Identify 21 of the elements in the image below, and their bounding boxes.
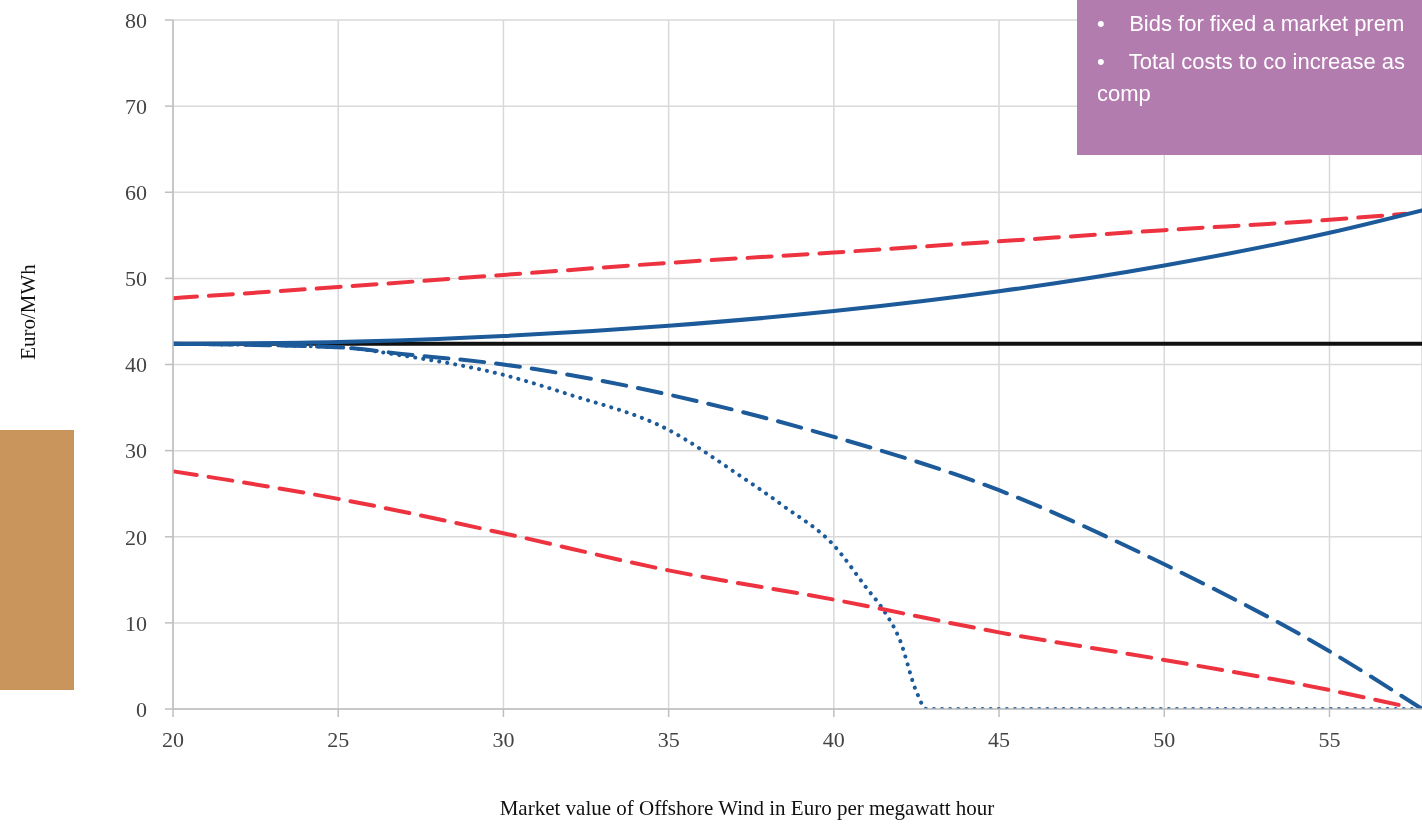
- x-tick-label: 20: [162, 726, 184, 752]
- y-tick-label: 50: [125, 266, 147, 292]
- x-tick-label: 40: [822, 726, 845, 752]
- x-axis-title: Market value of Offshore Wind in Euro per megawatt hour: [499, 795, 995, 821]
- y-tick-label: 30: [125, 438, 147, 464]
- x-tick-label: 55: [1318, 726, 1341, 752]
- y-tick-label: 0: [136, 696, 147, 722]
- x-tick-label: 50: [1153, 726, 1176, 752]
- y-axis-title: Euro/MWh: [15, 264, 41, 360]
- y-tick-label: 80: [125, 7, 147, 33]
- x-tick-label: 35: [657, 726, 680, 752]
- y-tick-label: 40: [125, 352, 147, 378]
- annotation: • Bids for fixed a market prem: [1097, 10, 1406, 38]
- y-tick-label: 70: [125, 93, 147, 119]
- x-tick-label: 30: [492, 726, 515, 752]
- x-tick-label: 25: [327, 726, 350, 752]
- y-tick-label: 60: [125, 180, 147, 206]
- annotation: • Total costs to co increase as comp: [1097, 48, 1407, 108]
- y-tick-label: 10: [125, 610, 147, 636]
- x-tick-label: 45: [988, 726, 1011, 752]
- y-tick-label: 20: [125, 524, 147, 550]
